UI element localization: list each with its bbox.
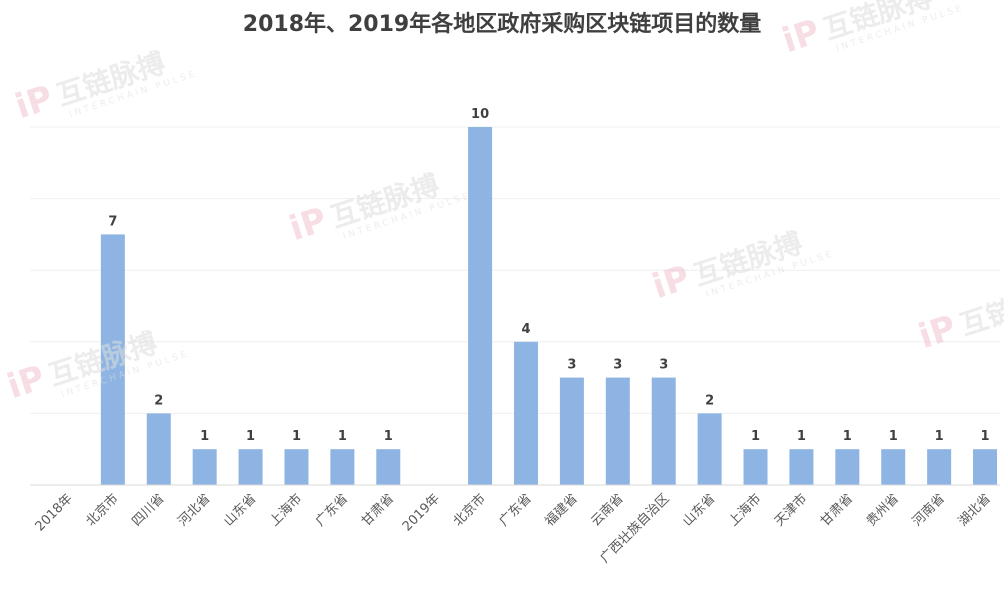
bars [100,127,998,485]
x-tick-label: 天津市 [771,491,810,530]
bar [605,377,630,485]
data-label: 1 [981,429,990,444]
data-label: 7 [108,214,117,229]
x-tick-label: 云南省 [588,491,627,530]
bar [100,234,125,485]
x-tick-label: 广东省 [313,491,351,529]
data-label: 2 [154,393,163,408]
data-label: 3 [659,358,668,373]
data-label: 1 [843,429,852,444]
bar [192,449,217,485]
bar [697,413,722,485]
x-tick-label: 山东省 [221,491,259,529]
data-label: 3 [567,358,576,373]
x-tick-label: 北京市 [83,491,122,530]
data-label: 1 [384,429,393,444]
x-tick-label: 甘肃省 [359,491,397,529]
x-tick-label: 广东省 [497,491,535,529]
bar [330,449,355,485]
x-group-label: 2019年 [400,491,443,534]
bar [651,377,676,485]
chart-title: 2018年、2019年各地区政府采购区块链项目的数量 [242,12,762,37]
data-label: 2 [705,393,714,408]
bar [835,449,860,485]
data-label: 1 [338,429,347,444]
data-label: 4 [521,322,530,337]
data-label: 1 [889,429,898,444]
data-label: 1 [935,429,944,444]
x-tick-label: 山东省 [680,491,718,529]
x-tick-label: 北京市 [450,491,489,530]
x-tick-label: 甘肃省 [818,491,856,529]
bar [468,127,493,485]
x-tick-labels: 2018年 北京市 四川省 河北省 山东省 上海市 广东省 甘肃省 2019年 北京市 广东省 福建省… [33,491,994,567]
bar [743,449,768,485]
x-tick-label: 河南省 [909,491,948,530]
bar [559,377,584,485]
data-labels: 7 2 1 1 1 1 1 10 4 3 3 3 2 1 1 1 1 1 1 [108,107,989,444]
x-tick-label: 上海市 [725,491,764,530]
x-tick-label: 上海市 [266,491,305,530]
x-tick-label: 四川省 [129,491,167,529]
x-tick-label: 贵州省 [864,491,902,529]
data-label: 10 [471,107,489,122]
bar [973,449,998,485]
x-tick-label: 湖北省 [956,491,994,529]
bar [376,449,401,485]
data-label: 1 [797,429,806,444]
data-label: 1 [200,429,209,444]
x-tick-label: 河北省 [175,491,213,529]
bar [146,413,171,485]
data-label: 1 [751,429,760,444]
bar [514,341,538,485]
x-tick-label: 福建省 [543,491,581,529]
bar [284,449,309,485]
x-group-label: 2018年 [33,491,76,534]
bar [789,449,814,485]
data-label: 1 [292,429,301,444]
bar [881,449,906,485]
data-label: 3 [613,358,622,373]
bar [238,449,263,485]
bar [927,449,952,485]
data-label: 1 [246,429,255,444]
